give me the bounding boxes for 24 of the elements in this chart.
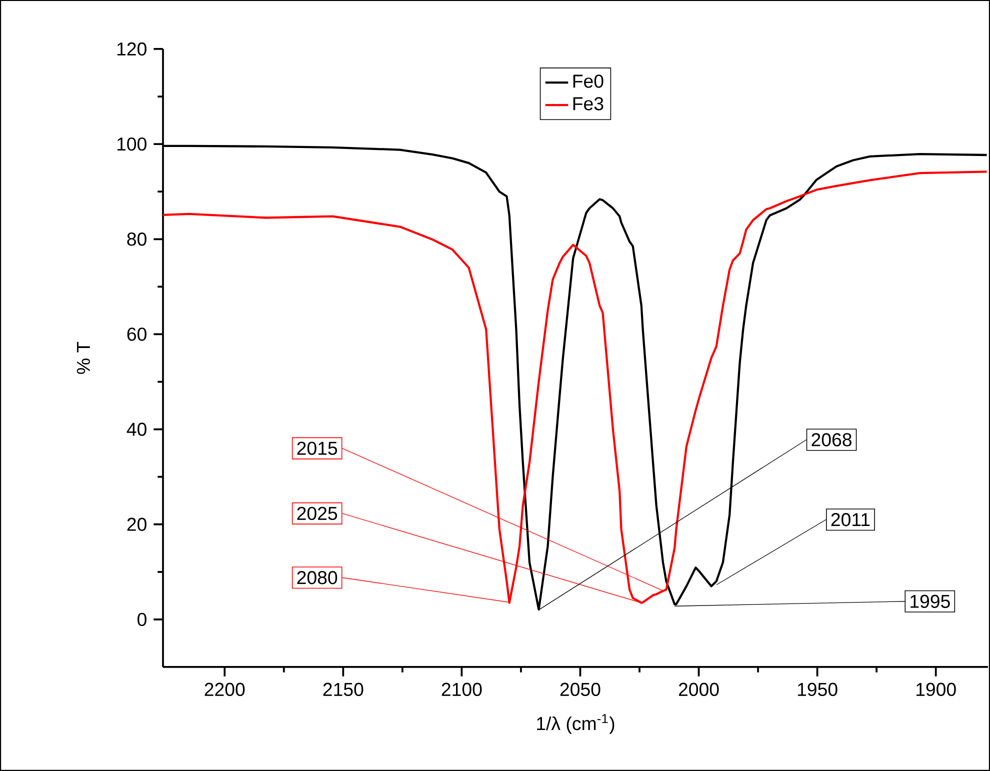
- legend-label: Fe3: [573, 97, 604, 110]
- y-axis-title: % T: [76, 342, 90, 374]
- y-tick-label: 0: [138, 612, 146, 626]
- x-tick-label: 2000: [678, 682, 719, 696]
- x-tick-label: 1950: [798, 682, 838, 696]
- annotation: 1995: [910, 594, 950, 608]
- y-tick-label: 100: [117, 137, 146, 151]
- x-axis-title: 1/λ (cm$^{-1}$): [537, 714, 614, 734]
- x-tick-label: 2100: [442, 682, 482, 696]
- annotation: 2015: [297, 442, 338, 455]
- x-tick-label: 2200: [204, 682, 245, 696]
- x-tick-label: 2050: [560, 682, 600, 696]
- legend-label: Fe0: [573, 74, 604, 88]
- x-tick-label: 2150: [323, 682, 364, 696]
- y-tick-label: 40: [126, 422, 146, 436]
- annotation: 2080: [297, 570, 338, 584]
- y-tick-label: 20: [127, 518, 146, 531]
- annotation: 2068: [812, 433, 852, 446]
- y-tick-label: 120: [117, 42, 146, 56]
- y-tick-label: 60: [127, 328, 146, 341]
- x-tick-label: 1900: [916, 682, 956, 696]
- y-tick-label: 80: [127, 232, 146, 246]
- annotation: 2025: [297, 506, 338, 520]
- annotation: 2011: [831, 512, 870, 526]
